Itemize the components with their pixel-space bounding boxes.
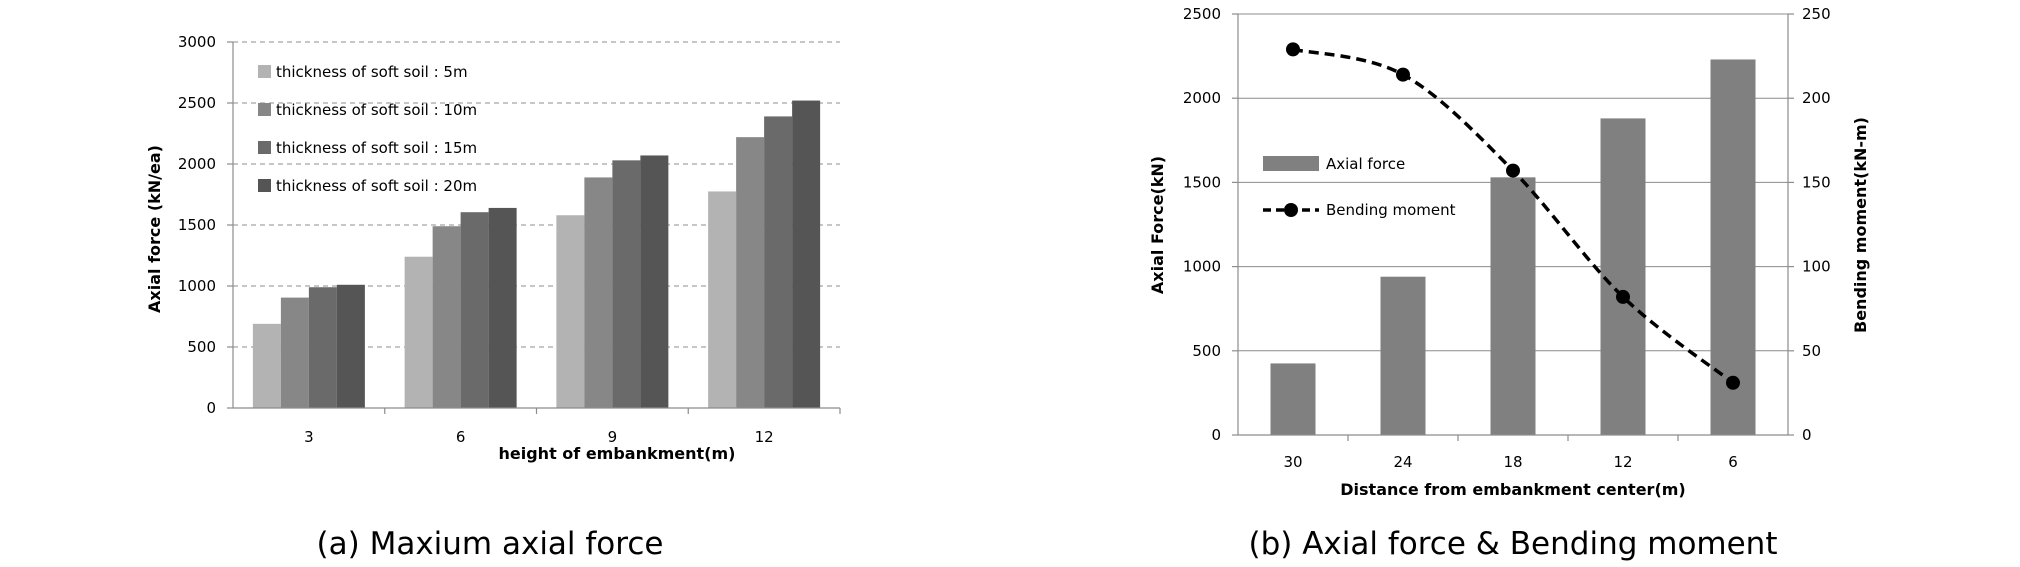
chart-b-x-tick-label: 24 — [1393, 453, 1412, 471]
chart-a-x-tick-label: 3 — [304, 428, 314, 446]
chart-b-legend-swatch-bar — [1263, 156, 1319, 171]
chart-a-legend-swatch — [258, 65, 271, 78]
chart-b-line-point — [1286, 42, 1300, 57]
chart-b-line-point — [1616, 289, 1630, 304]
chart-b-bar — [1490, 177, 1536, 435]
chart-a-y-axis-label: Axial force (kN/ea) — [145, 145, 164, 313]
chart-a-bar — [764, 116, 793, 409]
chart-b-x-tick-label: 6 — [1728, 453, 1738, 471]
chart-a-bar — [584, 177, 613, 408]
chart-a-legend-swatch — [258, 141, 271, 154]
chart-a-y-tick-label: 0 — [206, 399, 216, 417]
chart-a-x-axis-label: height of embankment(m) — [499, 444, 736, 463]
chart-b-y-tick-label: 500 — [1192, 342, 1221, 360]
chart-b-y-tick-label: 1500 — [1183, 173, 1221, 191]
chart-b-line-point — [1396, 67, 1410, 82]
chart-b-line-point — [1726, 375, 1740, 390]
chart-a-legend-label: thickness of soft soil : 10m — [276, 101, 477, 119]
chart-a-legend: thickness of soft soil : 5m thickness of … — [258, 63, 477, 195]
chart-a-bar — [460, 212, 489, 408]
chart-a-legend-swatch — [258, 103, 271, 116]
chart-a-bar — [280, 297, 309, 408]
chart-a-legend-label: thickness of soft soil : 15m — [276, 139, 477, 157]
chart-b-y-axis-label: Axial Force(kN) — [1148, 156, 1167, 294]
chart-b-y2-tick-label: 0 — [1802, 426, 1812, 444]
chart-b-x-tick-label: 18 — [1503, 453, 1522, 471]
chart-a-y-ticks: 0 500 1000 1500 2000 2500 3000 — [178, 33, 233, 417]
chart-a-bar — [612, 160, 641, 408]
chart-a-bar — [708, 191, 737, 408]
chart-a-legend-label: thickness of soft soil : 20m — [276, 177, 477, 195]
chart-a-bar — [488, 207, 517, 408]
chart-b-legend-label: Bending moment — [1326, 201, 1456, 219]
chart-b-y2-tick-label: 200 — [1802, 89, 1831, 107]
chart-b-legend: Axial force Bending moment — [1263, 155, 1456, 219]
chart-b-legend-marker — [1284, 203, 1298, 217]
chart-a-caption: (a) Maxium axial force — [317, 526, 664, 562]
chart-a-bar — [404, 256, 433, 408]
chart-a-bar — [252, 323, 281, 408]
chart-a-bar — [308, 287, 337, 408]
chart-a-y-tick-label: 1000 — [178, 277, 216, 295]
chart-b-caption: (b) Axial force & Bending moment — [1249, 526, 1778, 562]
chart-b-bar — [1270, 363, 1316, 435]
chart-a-y-tick-label: 500 — [187, 338, 216, 356]
chart-a-y-tick-label: 3000 — [178, 33, 216, 51]
chart-b-y2-tick-label: 150 — [1802, 173, 1831, 191]
chart-a-y-tick-label: 2500 — [178, 94, 216, 112]
chart-b-x-ticks: 30 24 18 12 6 — [1283, 435, 1738, 471]
chart-b-bars — [1270, 59, 1756, 436]
chart-a-y-tick-label: 2000 — [178, 155, 216, 173]
chart-a-bar — [336, 284, 365, 408]
chart-a-bar — [432, 226, 461, 408]
chart-b-legend-label: Axial force — [1326, 155, 1405, 173]
chart-b-y-tick-label: 2000 — [1183, 89, 1221, 107]
chart-b-y-tick-label: 2500 — [1183, 5, 1221, 23]
chart-b-y2-ticks: 0 50 100 150 200 250 — [1788, 5, 1831, 444]
chart-b-line — [1286, 42, 1740, 390]
chart-a-x-tick-label: 9 — [608, 428, 618, 446]
chart-a-bar — [556, 215, 585, 408]
chart-a-axial-force: 0 500 1000 1500 2000 2500 3000 3 6 9 12 thickness… — [145, 33, 841, 562]
chart-b-x-tick-label: 12 — [1613, 453, 1632, 471]
chart-a-x-tick-label: 12 — [755, 428, 774, 446]
chart-b-line-point — [1506, 163, 1520, 178]
chart-a-x-tick-label: 6 — [456, 428, 466, 446]
chart-b-x-tick-label: 30 — [1283, 453, 1302, 471]
chart-a-legend-label: thickness of soft soil : 5m — [276, 63, 468, 81]
chart-b-y2-tick-label: 50 — [1802, 342, 1821, 360]
chart-b-bar — [1380, 276, 1426, 435]
chart-b-y-tick-label: 1000 — [1183, 258, 1221, 276]
chart-a-legend-swatch — [258, 179, 271, 192]
chart-b-y-ticks: 0 500 1000 1500 2000 2500 — [1183, 5, 1238, 444]
chart-a-bars — [252, 100, 821, 409]
chart-a-bar — [640, 155, 669, 408]
chart-a-bar — [792, 100, 821, 408]
chart-b-y2-tick-label: 250 — [1802, 5, 1831, 23]
chart-b-y-tick-label: 0 — [1211, 426, 1221, 444]
chart-a-y-tick-label: 1500 — [178, 216, 216, 234]
chart-b-y2-axis-label: Bending moment(kN-m) — [1851, 117, 1870, 333]
chart-a-bar — [736, 137, 765, 408]
chart-a-x-ticks: 3 6 9 12 — [304, 408, 841, 446]
chart-b-x-axis-label: Distance from embankment center(m) — [1340, 480, 1685, 499]
chart-b-bar — [1600, 118, 1646, 436]
chart-b-axial-bending: 0 500 1000 1500 2000 2500 0 50 100 150 200 250 30 2… — [1148, 5, 1870, 562]
chart-b-y2-tick-label: 100 — [1802, 258, 1831, 276]
